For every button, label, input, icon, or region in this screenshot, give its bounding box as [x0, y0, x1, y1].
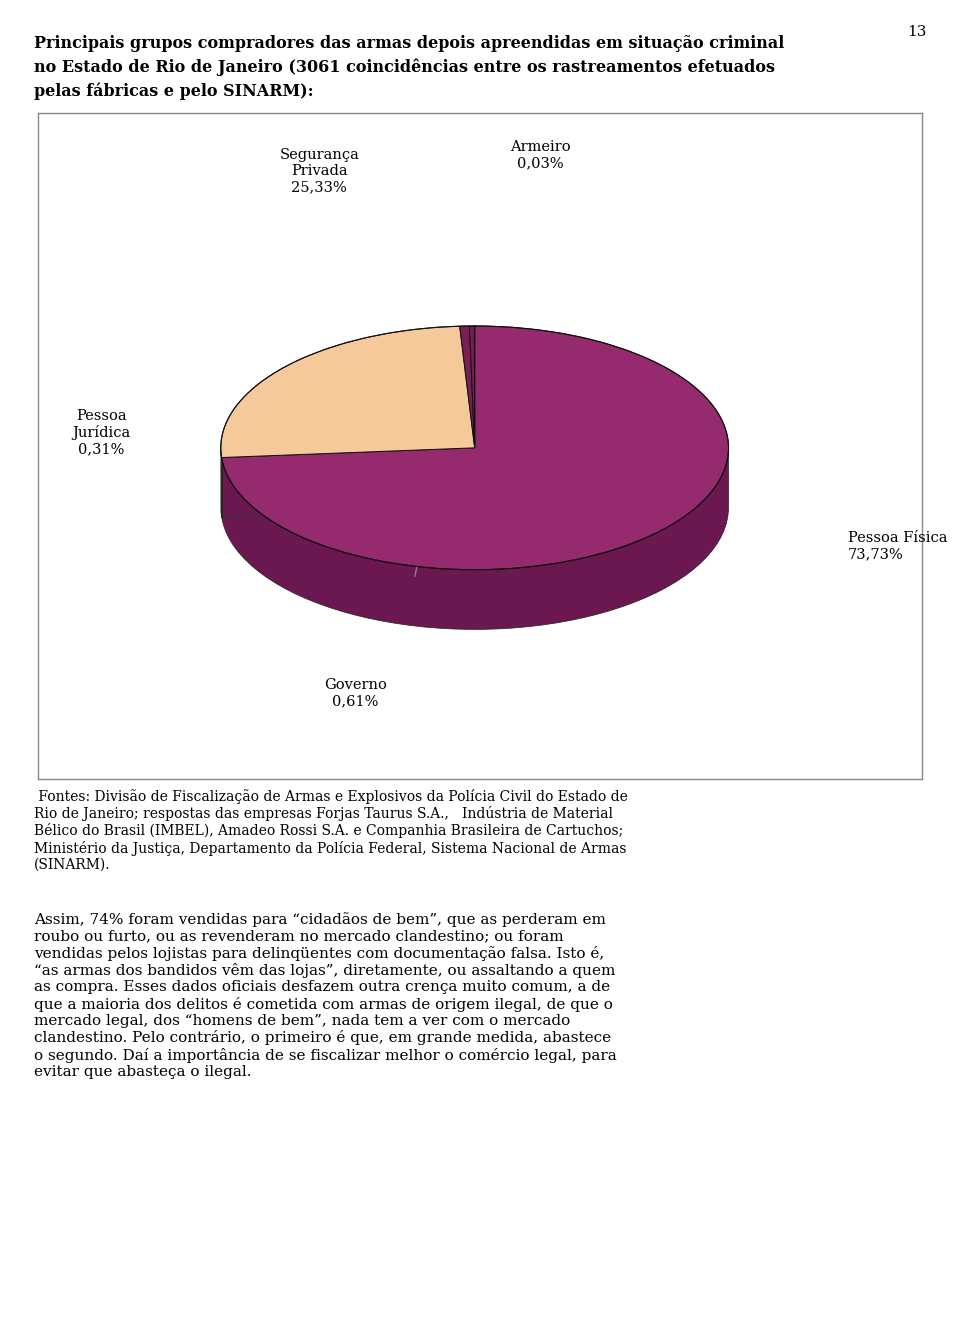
Text: Pessoa Física
73,73%: Pessoa Física 73,73%: [848, 531, 948, 562]
Text: Fontes: Divisão de Fiscalização de Armas e Explosivos da Polícia Civil do Estado: Fontes: Divisão de Fiscalização de Armas…: [34, 789, 628, 872]
Text: 13: 13: [907, 25, 926, 40]
Text: Segurança
Privada
25,33%: Segurança Privada 25,33%: [279, 148, 359, 194]
Polygon shape: [222, 326, 729, 570]
Polygon shape: [460, 326, 474, 448]
Text: Assim, 74% foram vendidas para “cidadãos de bem”, que as perderam em
roubo ou fu: Assim, 74% foram vendidas para “cidadãos…: [34, 912, 616, 1079]
Polygon shape: [469, 326, 474, 448]
Polygon shape: [222, 449, 729, 630]
Text: Pessoa
Jurídica
0,31%: Pessoa Jurídica 0,31%: [72, 409, 131, 457]
Polygon shape: [221, 326, 474, 458]
Text: pelas fábricas e pelo SINARM):: pelas fábricas e pelo SINARM):: [34, 83, 313, 100]
Text: Armeiro
0,03%: Armeiro 0,03%: [510, 140, 570, 170]
Text: Governo
0,61%: Governo 0,61%: [324, 678, 387, 709]
Text: Principais grupos compradores das armas depois apreendidas em situação criminal: Principais grupos compradores das armas …: [34, 35, 784, 52]
Text: no Estado de Rio de Janeiro (3061 coincidências entre os rastreamentos efetuados: no Estado de Rio de Janeiro (3061 coinci…: [34, 59, 775, 76]
